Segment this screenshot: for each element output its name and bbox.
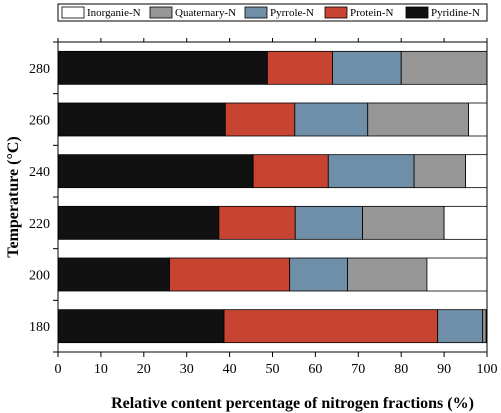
bar-segment-pyrrole-n-200	[289, 257, 348, 292]
bar-segment-inorganic-n-200	[426, 257, 488, 292]
x-tick-label: 80	[394, 362, 408, 377]
bar-segment-pyridine-n-280	[57, 50, 268, 85]
x-tick-label: 30	[180, 362, 194, 377]
bar-segment-protein-n-240	[252, 154, 329, 189]
bar-segment-protein-n-260	[224, 102, 296, 137]
bars-layer	[57, 50, 488, 344]
bar-segment-protein-n-220	[218, 205, 296, 240]
bar-segment-protein-n-200	[169, 257, 291, 292]
bar-segment-pyrrole-n-240	[327, 154, 415, 189]
bar-segment-pyrrole-n-180	[437, 309, 484, 344]
axes-layer: 0 10 20 30 40 50 60 70 80 90 100 280 260 240 220 200 180	[29, 38, 498, 377]
legend-label-pyridine-n: Pyridine-N	[431, 7, 480, 19]
legend-swatch-protein-n	[324, 6, 348, 19]
plot-frame	[57, 41, 488, 353]
bar-segment-quaternary-n-220	[362, 205, 445, 240]
bar-segment-pyridine-n-240	[57, 154, 254, 189]
x-tick-label: 10	[94, 362, 108, 377]
x-tick-label: 60	[308, 362, 322, 377]
legend-swatch-pyrrole-n	[244, 6, 268, 19]
y-tick-label: 240	[29, 165, 50, 180]
bar-segment-inorganic-n-240	[465, 154, 488, 189]
bar-segment-quaternary-n-200	[347, 257, 428, 292]
bar-segment-protein-n-280	[266, 50, 333, 85]
legend-label-quaternary-n: Quaternary-N	[175, 7, 236, 19]
bar-segment-quaternary-n-180	[482, 309, 487, 344]
bar-segment-inorganic-n-220	[443, 205, 488, 240]
x-tick-label: 50	[266, 362, 280, 377]
x-tick-label: 40	[223, 362, 237, 377]
bar-segment-pyridine-n-220	[57, 205, 220, 240]
bar-segment-pyridine-n-180	[57, 309, 225, 344]
legend-label-pyrrole-n: Pyrrole-N	[270, 7, 314, 19]
bar-segment-pyrrole-n-280	[332, 50, 402, 85]
y-tick-label: 260	[29, 114, 50, 129]
legend-label-protein-n: Protein-N	[350, 7, 393, 19]
x-tick-label: 70	[351, 362, 365, 377]
bar-segment-quaternary-n-280	[400, 50, 488, 85]
x-tick-label: 20	[137, 362, 151, 377]
bar-segment-inorganic-n-260	[468, 102, 488, 137]
x-tick-label: 0	[55, 362, 62, 377]
legend-swatch-quaternary-n	[149, 6, 173, 19]
bar-segment-pyrrole-n-260	[294, 102, 369, 137]
bar-segment-quaternary-n-260	[367, 102, 469, 137]
bar-segment-pyrrole-n-220	[294, 205, 363, 240]
bar-segment-pyridine-n-260	[57, 102, 226, 137]
y-tick-label: 220	[29, 217, 50, 232]
bar-segment-quaternary-n-240	[413, 154, 466, 189]
y-axis-title: Temperature (°C)	[5, 136, 22, 257]
bar-segment-protein-n-180	[223, 309, 439, 344]
legend-swatch-pyridine-n	[405, 6, 429, 19]
bar-segment-pyridine-n-200	[57, 257, 170, 292]
x-axis-title: Relative content percentage of nitrogen …	[111, 395, 474, 412]
legend-label-inorganic-n: Inorganie-N	[87, 7, 141, 19]
legend-swatch-inorganic-n	[61, 6, 85, 19]
x-tick-label: 90	[437, 362, 451, 377]
x-tick-label: 100	[477, 362, 498, 377]
y-tick-label: 180	[29, 320, 50, 335]
legend: Inorganie-N Quaternary-N Pyrrole-N Protein-…	[57, 3, 488, 22]
y-tick-label: 280	[29, 62, 50, 77]
y-tick-label: 200	[29, 269, 50, 284]
